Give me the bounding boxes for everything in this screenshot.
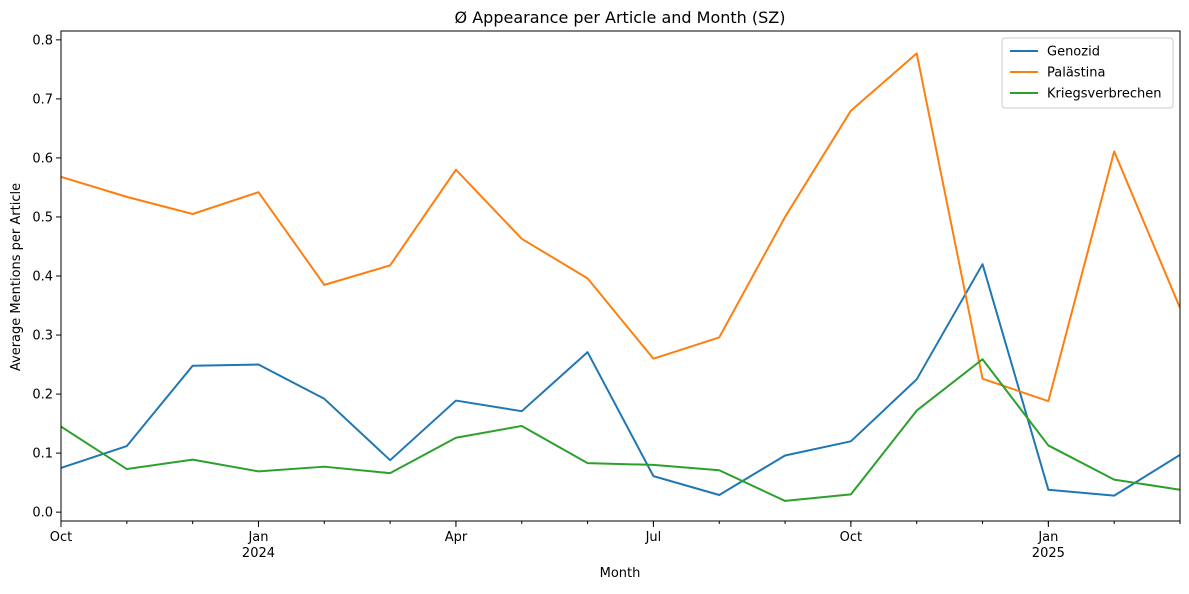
y-tick-label: 0.1 (32, 447, 53, 462)
y-tick-label: 0.7 (32, 92, 53, 107)
legend-box (1001, 37, 1174, 109)
y-axis-label: Average Mentions per Article (9, 183, 24, 371)
x-tick-label: Jul (645, 530, 662, 545)
x-tick-year-label: 2025 (1032, 546, 1065, 561)
y-tick-label: 0.0 (32, 506, 53, 521)
x-tick-label: Apr (445, 530, 468, 545)
series-line-1 (61, 263, 1180, 497)
y-tick-label: 0.4 (32, 270, 53, 285)
x-tick-label: Oct (840, 530, 862, 545)
x-tick-year-label: 2024 (242, 546, 275, 561)
y-tick-label: 0.3 (32, 329, 53, 344)
series-line-2 (61, 52, 1180, 403)
legend-label-1: Genozid (1047, 45, 1100, 60)
plot-area (61, 52, 1180, 502)
x-tick-label: Oct (50, 530, 72, 545)
series-line-3 (61, 358, 1180, 502)
chart-title: Ø Appearance per Article and Month (SZ) (455, 8, 786, 27)
legend-label-3: Kriegsverbrechen (1047, 87, 1161, 102)
y-tick-label: 0.5 (32, 210, 53, 225)
y-tick-label: 0.2 (32, 388, 53, 403)
y-tick-label: 0.8 (32, 33, 53, 48)
x-tick-label: Jan (1037, 530, 1058, 545)
legend-label-2: Palästina (1047, 66, 1106, 81)
y-tick-label: 0.6 (32, 151, 53, 166)
x-axis-label: Month (600, 566, 641, 581)
x-tick-label: Jan (247, 530, 268, 545)
legend: Genozid Palästina Kriegsverbrechen (1001, 37, 1174, 109)
